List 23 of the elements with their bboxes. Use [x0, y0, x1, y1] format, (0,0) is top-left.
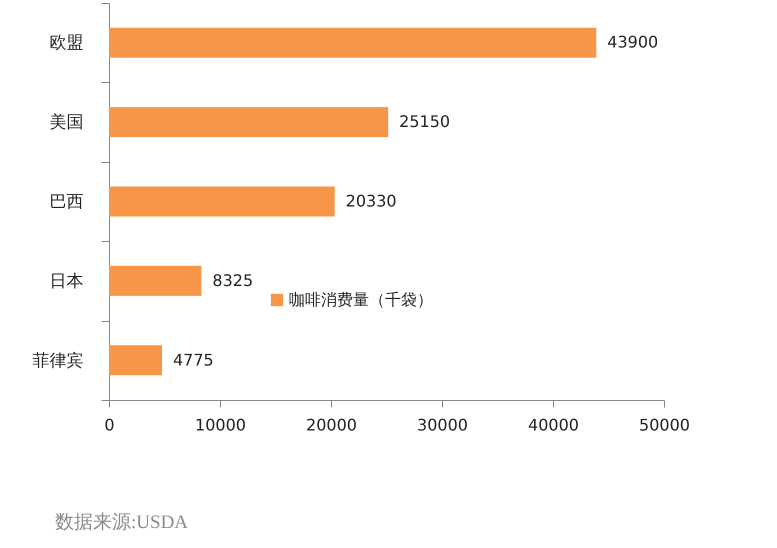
y-tick-label: 美国	[50, 112, 84, 133]
bar	[109, 107, 388, 138]
data-label: 4775	[173, 350, 214, 370]
x-tick-label: 50000	[639, 416, 690, 434]
bar	[109, 266, 202, 296]
x-tick-label: 0	[104, 416, 115, 434]
legend-label: 咖啡消费量（千袋）	[289, 290, 433, 309]
bar	[109, 28, 596, 58]
data-label: 25150	[399, 112, 450, 132]
x-tick-label: 10000	[195, 416, 246, 434]
source-note: 数据来源:USDA	[55, 512, 188, 533]
y-tick-label: 欧盟	[50, 33, 84, 54]
data-label: 20330	[346, 192, 397, 210]
y-tick-label: 巴西	[50, 192, 84, 212]
x-tick-label: 40000	[528, 416, 579, 434]
bar	[109, 186, 335, 216]
x-tick-label: 30000	[417, 416, 468, 434]
data-label: 8325	[212, 270, 254, 290]
y-tick-label: 菲律宾	[32, 350, 84, 371]
bar	[109, 345, 162, 376]
y-tick-label: 日本	[50, 271, 84, 292]
data-label: 43900	[607, 32, 658, 52]
x-tick-label: 20000	[306, 416, 357, 434]
